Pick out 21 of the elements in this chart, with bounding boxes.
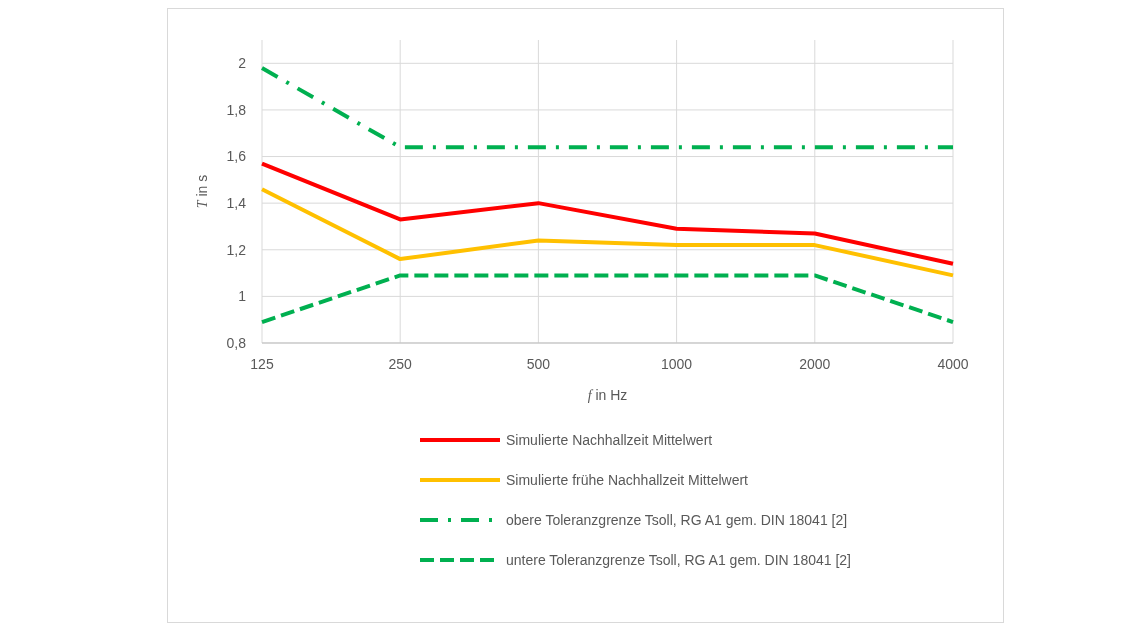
line-series <box>260 161 955 266</box>
x-tick-label: 4000 <box>937 356 969 372</box>
legend-label: Simulierte Nachhallzeit Mittelwert <box>506 431 713 448</box>
x-tick-label: 125 <box>250 356 274 372</box>
legend-label: untere Toleranzgrenze Tsoll, RG A1 gem. DIN 18041 [2] <box>506 551 852 568</box>
y-tick-label: 1 <box>238 288 247 305</box>
line-series <box>260 187 955 278</box>
legend-label: obere Toleranzgrenze Tsoll, RG A1 gem. DIN 18041 [2] <box>506 511 848 528</box>
y-tick-label: 1,4 <box>226 195 247 212</box>
y-tick-label: 1,2 <box>226 241 247 258</box>
legend-label: Simulierte frühe Nachhallzeit Mittelwert <box>506 471 749 488</box>
y-axis-title: T in s <box>194 174 210 209</box>
x-axis-title: f in Hz <box>587 387 628 403</box>
x-tick-label: 1000 <box>661 356 693 372</box>
y-tick-label: 0,8 <box>226 334 247 351</box>
y-tick-label: 2 <box>238 55 247 72</box>
y-tick-label: 1,8 <box>226 101 247 118</box>
x-tick-label: 250 <box>388 356 413 372</box>
y-tick-label: 1,6 <box>226 148 247 165</box>
x-tick-label: 2000 <box>799 356 831 372</box>
x-tick-label: 500 <box>526 356 551 372</box>
